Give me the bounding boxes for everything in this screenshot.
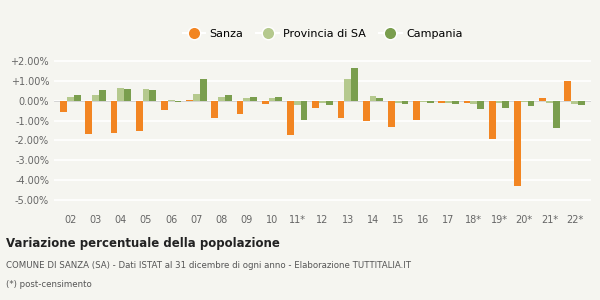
Bar <box>74 95 80 101</box>
Bar <box>439 101 445 103</box>
Bar <box>200 79 206 101</box>
Bar <box>118 88 124 101</box>
Bar <box>521 101 527 102</box>
Bar <box>527 101 535 106</box>
Bar <box>413 101 420 120</box>
Bar <box>363 101 370 121</box>
Bar <box>502 101 509 108</box>
Bar <box>319 101 326 103</box>
Bar <box>67 97 74 101</box>
Bar <box>92 95 99 101</box>
Bar <box>553 101 560 128</box>
Bar <box>225 95 232 101</box>
Bar <box>287 101 294 136</box>
Bar <box>452 101 459 104</box>
Bar <box>110 101 118 134</box>
Bar <box>211 101 218 118</box>
Bar <box>464 101 470 103</box>
Bar <box>388 101 395 127</box>
Bar <box>124 89 131 101</box>
Bar <box>565 81 571 101</box>
Bar <box>262 101 269 104</box>
Bar <box>136 101 143 131</box>
Bar <box>294 101 301 105</box>
Bar <box>161 101 168 110</box>
Bar <box>401 101 409 104</box>
Bar <box>275 97 282 101</box>
Bar <box>445 101 452 103</box>
Bar <box>539 98 546 101</box>
Bar <box>370 96 376 101</box>
Bar <box>395 101 401 103</box>
Text: (*) post-censimento: (*) post-censimento <box>6 280 92 290</box>
Bar <box>546 101 553 103</box>
Text: COMUNE DI SANZA (SA) - Dati ISTAT al 31 dicembre di ogni anno - Elaborazione TUT: COMUNE DI SANZA (SA) - Dati ISTAT al 31 … <box>6 262 411 271</box>
Bar <box>99 90 106 101</box>
Text: Variazione percentuale della popolazione: Variazione percentuale della popolazione <box>6 238 280 250</box>
Bar <box>514 101 521 186</box>
Legend: Sanza, Provincia di SA, Campania: Sanza, Provincia di SA, Campania <box>178 25 467 44</box>
Bar <box>186 100 193 101</box>
Bar <box>578 101 585 105</box>
Bar <box>470 101 477 104</box>
Bar <box>489 101 496 140</box>
Bar <box>236 101 244 114</box>
Bar <box>376 98 383 101</box>
Bar <box>312 101 319 108</box>
Bar <box>193 94 200 101</box>
Bar <box>496 101 502 103</box>
Bar <box>269 98 275 101</box>
Bar <box>218 97 225 101</box>
Bar <box>250 97 257 101</box>
Bar <box>175 101 181 102</box>
Bar <box>244 98 250 101</box>
Bar <box>85 101 92 134</box>
Bar <box>168 100 175 101</box>
Bar <box>143 89 149 101</box>
Bar <box>60 101 67 112</box>
Bar <box>571 101 578 104</box>
Bar <box>420 101 427 102</box>
Bar <box>351 68 358 101</box>
Bar <box>338 101 344 118</box>
Bar <box>427 101 434 103</box>
Bar <box>344 79 351 101</box>
Bar <box>149 90 156 101</box>
Bar <box>301 101 307 120</box>
Bar <box>326 101 333 105</box>
Bar <box>477 101 484 109</box>
